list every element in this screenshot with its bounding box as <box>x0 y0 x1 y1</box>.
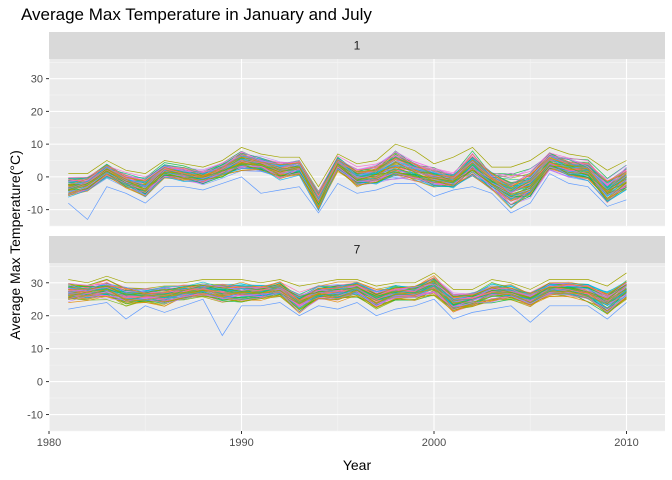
y-tick-label: 20 <box>31 311 43 323</box>
y-tick-label: -10 <box>27 410 43 422</box>
series-line <box>68 277 627 301</box>
y-tick-label: 0 <box>37 172 43 184</box>
y-tick-label: -10 <box>27 205 43 217</box>
y-axis-title: Average Max Temperature(°C) <box>7 150 23 340</box>
x-tick-label: 2000 <box>422 437 446 449</box>
y-tick-label: 10 <box>31 344 43 356</box>
series-line <box>68 157 627 200</box>
series-line-extreme <box>68 272 627 290</box>
series-line-extreme <box>68 298 627 337</box>
series-line <box>68 280 627 300</box>
y-tick-label: 20 <box>31 106 43 118</box>
minor-gridlines <box>49 59 665 227</box>
facet-strip-label: 1 <box>354 39 361 53</box>
series-line <box>68 287 627 305</box>
minor-gridlines <box>49 263 665 432</box>
series-line <box>68 292 627 314</box>
chart-title: Average Max Temperature in January and J… <box>21 5 372 24</box>
facet-strip <box>49 32 665 59</box>
x-axis-title: Year <box>343 457 372 473</box>
series-line <box>68 159 627 204</box>
series-line <box>68 156 627 196</box>
series-line <box>68 283 627 305</box>
series-line <box>68 285 627 304</box>
series-line <box>68 291 627 313</box>
y-tick-label: 30 <box>31 278 43 290</box>
series-line <box>68 281 627 299</box>
series-line <box>68 279 627 298</box>
series-line <box>68 163 627 205</box>
series-line <box>68 150 627 197</box>
y-tick-label: 10 <box>31 139 43 151</box>
series-line <box>68 165 627 212</box>
series-line <box>68 163 627 205</box>
series-lines <box>68 143 627 221</box>
series-line <box>68 160 627 200</box>
series-line-extreme <box>68 173 627 221</box>
series-line <box>68 153 627 193</box>
series-line <box>68 165 627 203</box>
facet-strip <box>49 236 665 263</box>
y-tick-label: 0 <box>37 377 43 389</box>
x-tick-label: 1990 <box>229 437 253 449</box>
series-line-extreme <box>68 143 627 188</box>
series-lines <box>68 272 627 337</box>
x-tick-label: 2010 <box>614 437 638 449</box>
series-line <box>68 163 627 205</box>
series-line <box>68 152 627 194</box>
facet-strip-label: 7 <box>354 243 361 257</box>
y-tick-label: 30 <box>31 74 43 86</box>
x-tick-label: 1980 <box>37 437 61 449</box>
panel-background <box>49 59 665 226</box>
